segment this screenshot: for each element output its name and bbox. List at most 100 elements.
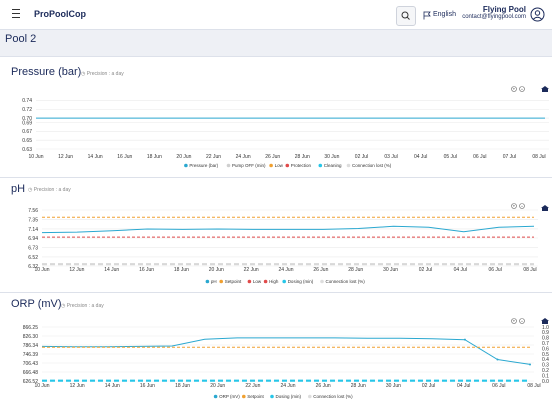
legend-item: Connection lost (%) bbox=[313, 394, 353, 399]
y-tick-label: 0.69 bbox=[22, 120, 32, 126]
clock-icon: ◷ bbox=[81, 71, 86, 77]
zoom-in-icon bbox=[511, 86, 517, 92]
data-point bbox=[496, 358, 499, 361]
series-line-0 bbox=[41, 225, 535, 234]
pressure-chart-card: Pressure (bar) ◷ Precision : a day 0.74 0… bbox=[0, 56, 552, 177]
x-tick-label: 28 Jun bbox=[348, 267, 363, 273]
x-tick-label: 24 Jun bbox=[280, 383, 295, 389]
zoom-out-icon bbox=[519, 86, 525, 92]
legend-item: Setpoint bbox=[247, 394, 264, 399]
legend-item: Connection lost (%) bbox=[352, 163, 392, 168]
app-title[interactable]: ProPoolCop bbox=[34, 9, 86, 19]
x-tick-label: 07 Jul bbox=[503, 154, 516, 160]
y-tick-label: 6.52 bbox=[28, 255, 38, 261]
y-tick-label: 7.14 bbox=[28, 227, 38, 233]
home-icon bbox=[541, 86, 549, 92]
legend-marker bbox=[282, 279, 287, 284]
x-tick-label: 04 Jul bbox=[457, 383, 470, 389]
x-tick-label: 06 Jul bbox=[488, 267, 501, 273]
user-email: contact@flyingpool.com bbox=[462, 14, 526, 20]
hamburger-menu-icon[interactable] bbox=[12, 9, 20, 18]
legend-marker bbox=[308, 394, 312, 399]
x-tick-label: 30 Jun bbox=[386, 383, 401, 389]
x-tick-label: 12 Jun bbox=[69, 267, 84, 273]
x-tick-label: 04 Jul bbox=[454, 267, 467, 273]
home-icon bbox=[541, 318, 549, 324]
zoom-out-icon bbox=[519, 203, 525, 209]
y2-tick-label: 0.3 bbox=[542, 363, 549, 369]
user-name[interactable]: Flying Pool bbox=[482, 5, 526, 14]
x-tick-label: 20 Jun bbox=[176, 154, 191, 160]
y-tick-label: 666.48 bbox=[23, 370, 39, 376]
legend-marker bbox=[285, 163, 290, 168]
x-tick-label: 22 Jun bbox=[245, 383, 260, 389]
y-tick-label: 0.74 bbox=[22, 98, 32, 104]
x-tick-label: 08 Jul bbox=[527, 383, 540, 389]
home-icon bbox=[541, 205, 549, 211]
y2-tick-label: 0.7 bbox=[542, 341, 549, 347]
x-tick-label: 26 Jun bbox=[265, 154, 280, 160]
data-point bbox=[529, 363, 531, 366]
y-tick-label: 6.94 bbox=[28, 236, 38, 242]
x-tick-label: 02 Jul bbox=[422, 383, 435, 389]
y-tick-label: 746.39 bbox=[23, 352, 39, 358]
legend-item: ORP (mV) bbox=[219, 394, 240, 399]
legend-marker bbox=[263, 279, 268, 284]
legend-marker bbox=[247, 279, 252, 284]
x-tick-label: 10 Jun bbox=[28, 154, 43, 160]
precision-label: ◷ Precision : a day bbox=[81, 71, 124, 77]
y-tick-label: 0.67 bbox=[22, 129, 32, 135]
zoom-out-glyph: − bbox=[521, 204, 524, 209]
x-tick-label: 26 Jun bbox=[316, 383, 331, 389]
y-tick-label: 626.52 bbox=[23, 379, 39, 385]
x-tick-label: 16 Jun bbox=[140, 383, 155, 389]
x-tick-label: 28 Jun bbox=[295, 154, 310, 160]
y2-tick-label: 0.8 bbox=[542, 336, 549, 342]
legend-item: Pump OFF (min) bbox=[232, 163, 266, 168]
legend-item: Low bbox=[275, 163, 284, 168]
page-title: Pool 2 bbox=[5, 33, 37, 45]
zoom-in-glyph: + bbox=[513, 319, 516, 324]
y2-tick-label: 0.6 bbox=[542, 346, 549, 352]
user-avatar-icon[interactable] bbox=[530, 7, 545, 22]
x-tick-label: 14 Jun bbox=[104, 267, 119, 273]
x-tick-label: 10 Jun bbox=[34, 383, 49, 389]
orp-chart: 866.25 826.30 786.34 746.39 706.43 666.48 626.… bbox=[23, 318, 549, 399]
zoom-in-glyph: + bbox=[513, 204, 516, 209]
chart-title: pH bbox=[11, 183, 26, 195]
x-tick-label: 20 Jun bbox=[209, 267, 224, 273]
y-tick-label: 706.43 bbox=[23, 361, 39, 367]
legend-marker bbox=[184, 163, 188, 168]
y-tick-label: 0.65 bbox=[22, 138, 32, 144]
orp-chart-card: ORP (mV) ◷ Precision : a day 866.25 826.3… bbox=[0, 292, 552, 415]
zoom-in-glyph: + bbox=[513, 87, 516, 92]
language-label: English bbox=[433, 11, 456, 18]
top-bar: ProPoolCop English Flying Pool contact@f… bbox=[0, 0, 552, 30]
x-tick-label: 18 Jun bbox=[147, 154, 162, 160]
y2-tick-label: 0.5 bbox=[542, 352, 549, 358]
legend-item: High bbox=[269, 279, 279, 284]
zoom-out-glyph: − bbox=[521, 87, 524, 92]
x-tick-label: 14 Jun bbox=[88, 154, 103, 160]
legend-item: Dosing (min) bbox=[276, 394, 302, 399]
legend-marker bbox=[270, 394, 274, 399]
x-tick-label: 02 Jul bbox=[355, 154, 368, 160]
x-tick-label: 03 Jul bbox=[384, 154, 397, 160]
y2-tick-label: 0.2 bbox=[542, 368, 549, 374]
x-tick-label: 02 Jul bbox=[419, 267, 432, 273]
precision-text: Precision : a day bbox=[33, 187, 71, 193]
clock-icon: ◷ bbox=[61, 303, 66, 309]
x-tick-label: 06 Jul bbox=[473, 154, 486, 160]
language-selector[interactable]: English bbox=[423, 11, 456, 20]
legend-marker bbox=[346, 163, 351, 168]
legend-item: Low bbox=[253, 279, 262, 284]
x-tick-label: 04 Jul bbox=[414, 154, 427, 160]
search-button[interactable] bbox=[396, 6, 416, 26]
y2-tick-label: 1.0 bbox=[542, 325, 549, 331]
y2-tick-label: 0.0 bbox=[542, 379, 549, 385]
legend-marker bbox=[226, 163, 231, 168]
y-tick-label: 826.30 bbox=[23, 334, 39, 340]
legend-marker bbox=[318, 163, 323, 168]
